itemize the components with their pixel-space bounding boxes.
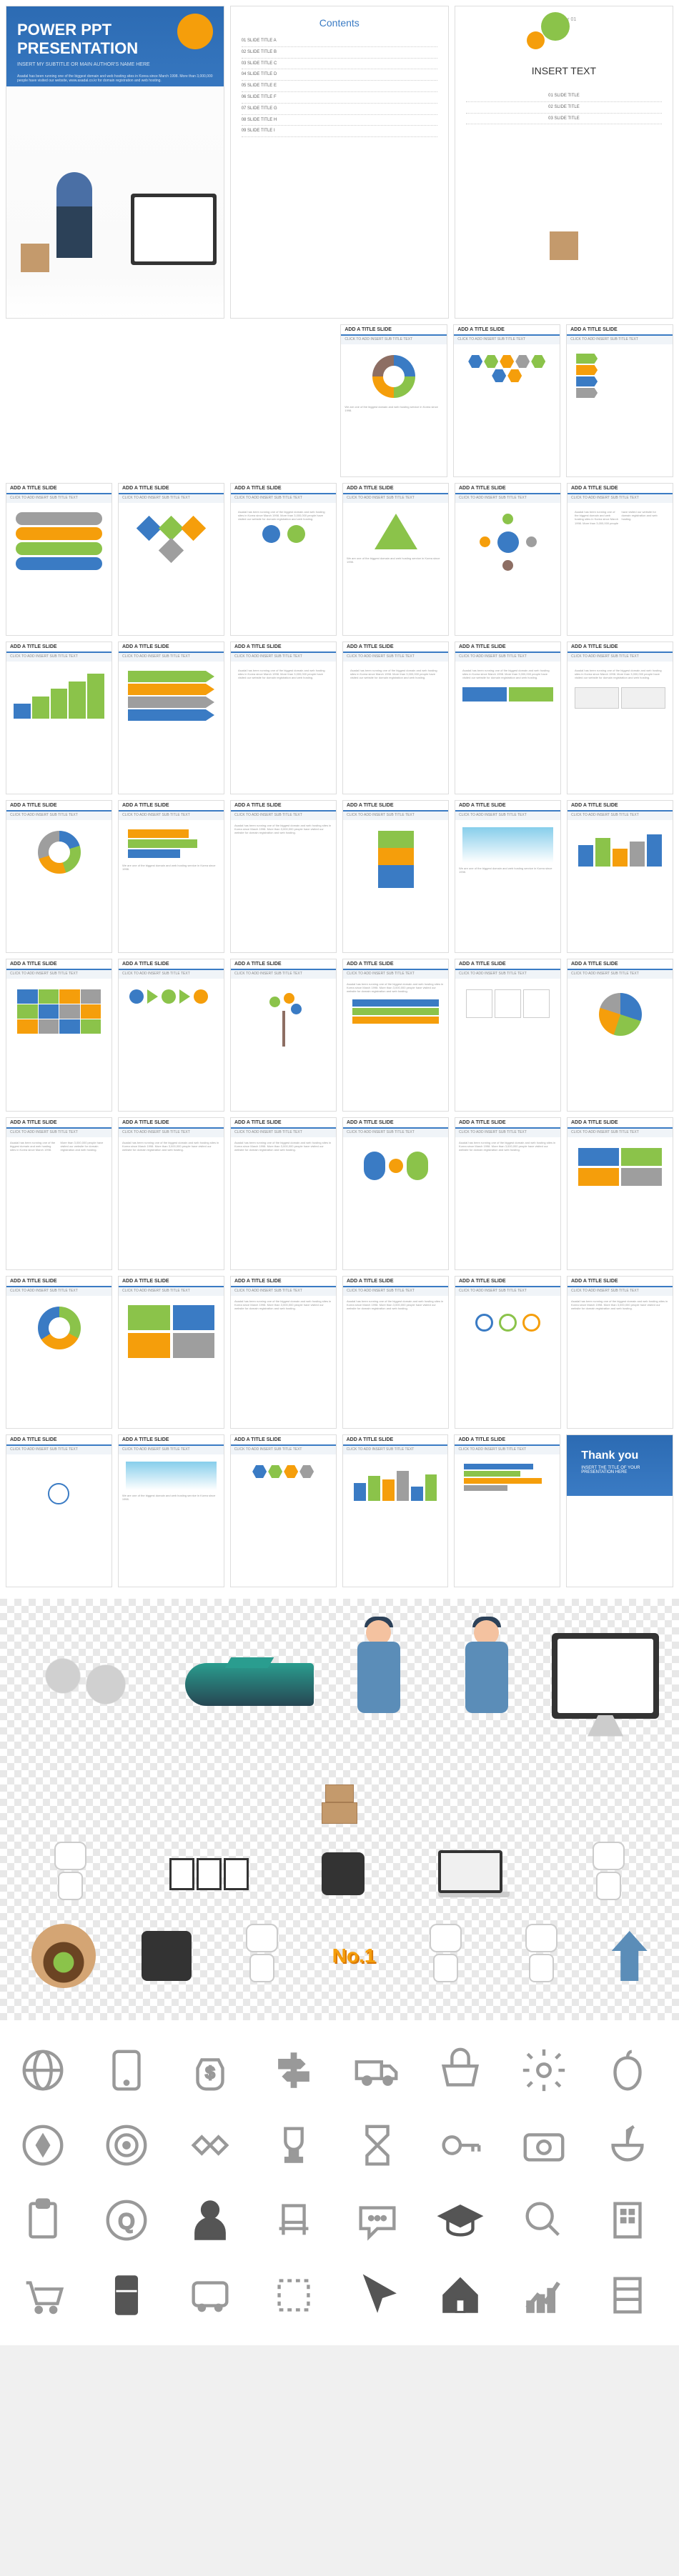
row-8: ADD A TITLE SLIDECLICK TO ADD INSERT SUB…: [6, 1276, 673, 1429]
contents-title: Contents: [242, 17, 437, 29]
search-list-icon: [515, 2192, 573, 2249]
trophy-icon: [265, 2117, 322, 2174]
plant-hands-asset: [31, 1924, 96, 1988]
thankyou-slide: Thank you INSERT THE TITLE OF YOUR PRESE…: [566, 1434, 673, 1587]
slide-donut: ADD A TITLE SLIDECLICK TO ADD INSERT SUB…: [340, 324, 447, 477]
grad-cap-icon: [432, 2192, 489, 2249]
row-2: ADD A TITLE SLIDECLICK TO ADD INSERT SUB…: [6, 324, 673, 477]
robot-sign: [46, 1842, 96, 1906]
donut-chart: [372, 355, 415, 398]
frames-asset: [169, 1858, 249, 1890]
svg-text:$: $: [205, 2064, 214, 2082]
person-icon: [182, 2192, 239, 2249]
chat-icon: [349, 2192, 406, 2249]
row-4: ADD A TITLE SLIDECLICK TO ADD INSERT SUB…: [6, 641, 673, 794]
q-badge-icon: Q: [98, 2192, 155, 2249]
row-3: ADD A TITLE SLIDECLICK TO ADD INSERT SUB…: [6, 483, 673, 636]
target-icon: [98, 2117, 155, 2174]
device-asset: [142, 1931, 192, 1981]
cover-scene: [6, 86, 224, 279]
arrow-up-asset: [612, 1931, 648, 1981]
clipboard-icon: [14, 2192, 71, 2249]
camera-icon: [515, 2117, 573, 2174]
row-9: ADD A TITLE SLIDECLICK TO ADD INSERT SUB…: [6, 1434, 673, 1587]
row-5: ADD A TITLE SLIDECLICK TO ADD INSERT SUB…: [6, 800, 673, 953]
tablet-icon: [98, 2042, 155, 2099]
cover-body: Asadal has been running one of the bigge…: [6, 71, 224, 86]
chapter-slide: Chapter 01 INSERT TEXT 01 SLIDE TITLE 02…: [455, 6, 673, 319]
assets-section: No.1: [0, 1599, 679, 2020]
contents-slide: Contents 01 SLIDE TITLE A 02 SLIDE TITLE…: [230, 6, 449, 319]
mortar-icon: [599, 2117, 656, 2174]
cabinet-icon: [599, 2267, 656, 2324]
robot-trophy: [421, 1924, 471, 1988]
apple-icon: [599, 2042, 656, 2099]
hourglass-icon: [349, 2117, 406, 2174]
no1-badge: No.1: [332, 1945, 376, 1967]
parcels-asset: [311, 1774, 368, 1824]
slide-steps: ADD A TITLE SLIDECLICK TO ADD INSERT SUB…: [566, 324, 673, 477]
building-icon: [599, 2192, 656, 2249]
key-icon: [432, 2117, 489, 2174]
logo-circle: [177, 14, 213, 49]
row-7: ADD A TITLE SLIDECLICK TO ADD INSERT SUB…: [6, 1117, 673, 1270]
contents-list: 01 SLIDE TITLE A 02 SLIDE TITLE B 03 SLI…: [242, 36, 437, 137]
gear-icon: [515, 2042, 573, 2099]
cart-icon: [14, 2267, 71, 2324]
row-6: ADD A TITLE SLIDECLICK TO ADD INSERT SUB…: [6, 959, 673, 1112]
slide-hex: ADD A TITLE SLIDECLICK TO ADD INSERT SUB…: [453, 324, 560, 477]
basket-icon: [432, 2042, 489, 2099]
monitor-icon: [322, 1852, 365, 1895]
money-bag-icon: $: [182, 2042, 239, 2099]
delivery-worker-1: [336, 1613, 422, 1756]
laptop-asset: [438, 1850, 510, 1897]
truck-icon: [349, 2042, 406, 2099]
plane-asset: [185, 1663, 314, 1706]
row-1: POWER PPTPRESENTATION INSERT MY SUBTITLE…: [6, 6, 673, 319]
compass-icon: [14, 2117, 71, 2174]
delivery-worker-2: [444, 1613, 530, 1756]
stamp-icon: [265, 2267, 322, 2324]
slides-grid: POWER PPTPRESENTATION INSERT MY SUBTITLE…: [0, 0, 679, 1599]
cover-slide: POWER PPTPRESENTATION INSERT MY SUBTITLE…: [6, 6, 224, 319]
chair-icon: [265, 2192, 322, 2249]
cover-subtitle: INSERT MY SUBTITLE OR MAIN AUTHOR'S NAME…: [6, 59, 224, 71]
globe-icon: [14, 2042, 71, 2099]
handshake-icon: [182, 2117, 239, 2174]
house-icon: [432, 2267, 489, 2324]
robot-chart: [516, 1924, 566, 1988]
fridge-icon: [98, 2267, 155, 2324]
icon-grid: $ Q: [0, 2020, 679, 2345]
robot-wave: [583, 1842, 633, 1906]
chart-up-icon: [515, 2267, 573, 2324]
worldmap-asset: [20, 1642, 163, 1727]
signpost-icon: [265, 2042, 322, 2099]
bus-icon: [182, 2267, 239, 2324]
pointer-icon: [349, 2267, 406, 2324]
svg-text:Q: Q: [119, 2211, 135, 2234]
chapter-title: INSERT TEXT: [466, 65, 662, 76]
monitor-asset: [552, 1633, 659, 1737]
robot-1: [237, 1924, 287, 1988]
